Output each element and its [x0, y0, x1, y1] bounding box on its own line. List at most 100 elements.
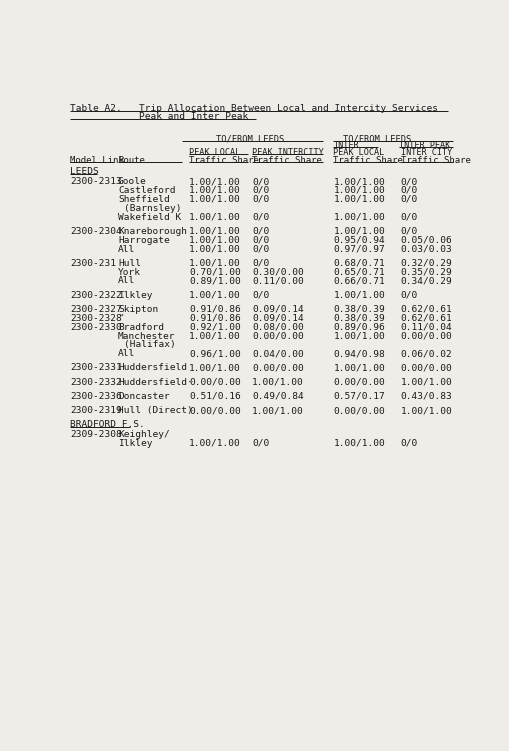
Text: 0.03/0.03: 0.03/0.03 [400, 245, 452, 254]
Text: 0.32/0.29: 0.32/0.29 [400, 259, 452, 268]
Text: 0.09/0.14: 0.09/0.14 [251, 305, 303, 314]
Text: TO/FROM LEEDS: TO/FROM LEEDS [342, 134, 410, 143]
Text: Castleford: Castleford [118, 186, 175, 195]
Text: 0.00/0.00: 0.00/0.00 [333, 406, 384, 415]
Text: 2309-2308: 2309-2308 [70, 430, 122, 439]
Text: 0/0: 0/0 [400, 177, 417, 186]
Text: All: All [118, 349, 135, 358]
Text: 2300-2322: 2300-2322 [70, 291, 122, 300]
Text: 1.00/1.00: 1.00/1.00 [189, 236, 241, 245]
Text: 1.00/1.00: 1.00/1.00 [333, 213, 384, 222]
Text: Skipton: Skipton [118, 305, 158, 314]
Text: Hull: Hull [118, 259, 140, 268]
Text: INTER CITY: INTER CITY [400, 148, 451, 157]
Text: 2300-2331: 2300-2331 [70, 363, 122, 372]
Text: 1.00/1.00: 1.00/1.00 [251, 406, 303, 415]
Text: Route: Route [118, 155, 145, 164]
Text: INTER: INTER [333, 141, 358, 150]
Text: All: All [118, 276, 135, 285]
Text: 0.92/1.00: 0.92/1.00 [189, 323, 241, 332]
Text: 0/0: 0/0 [400, 186, 417, 195]
Text: 0.06/0.02: 0.06/0.02 [400, 349, 452, 358]
Text: 0/0: 0/0 [400, 227, 417, 236]
Text: 0/0: 0/0 [251, 177, 269, 186]
Text: Knareborough: Knareborough [118, 227, 187, 236]
Text: 0/0: 0/0 [251, 259, 269, 268]
Text: 1.00/1.00: 1.00/1.00 [189, 245, 241, 254]
Text: 1.00/1.00: 1.00/1.00 [189, 186, 241, 195]
Text: 0.00/0.00: 0.00/0.00 [189, 378, 241, 387]
Text: 1.00/1.00: 1.00/1.00 [189, 439, 241, 448]
Text: 0.30/0.00: 0.30/0.00 [251, 267, 303, 276]
Text: 2300-2336: 2300-2336 [70, 392, 122, 401]
Text: 0.05/0.06: 0.05/0.06 [400, 236, 452, 245]
Text: 0.08/0.00: 0.08/0.00 [251, 323, 303, 332]
Text: 0.66/0.71: 0.66/0.71 [333, 276, 384, 285]
Text: 1.00/1.00: 1.00/1.00 [333, 363, 384, 372]
Text: TO/FROM LEEDS: TO/FROM LEEDS [215, 134, 284, 143]
Text: 2300-2332: 2300-2332 [70, 378, 122, 387]
Text: BRADFORD F.S.: BRADFORD F.S. [70, 421, 145, 430]
Text: York: York [118, 267, 140, 276]
Text: 1.00/1.00: 1.00/1.00 [189, 363, 241, 372]
Text: (Barnsley): (Barnsley) [124, 204, 181, 213]
Text: 0.00/0.00: 0.00/0.00 [400, 363, 452, 372]
Text: 0.91/0.86: 0.91/0.86 [189, 305, 241, 314]
Text: 2300-2330: 2300-2330 [70, 323, 122, 332]
Text: 0.00/0.00: 0.00/0.00 [333, 378, 384, 387]
Text: Manchester: Manchester [118, 331, 175, 340]
Text: 0.70/1.00: 0.70/1.00 [189, 267, 241, 276]
Text: 0/0: 0/0 [251, 195, 269, 204]
Text: 1.00/1.00: 1.00/1.00 [333, 291, 384, 300]
Text: PEAK LOCAL: PEAK LOCAL [333, 148, 384, 157]
Text: 0.00/0.00: 0.00/0.00 [189, 406, 241, 415]
Text: PEAK LOCAL: PEAK LOCAL [189, 148, 240, 157]
Text: 0/0: 0/0 [251, 186, 269, 195]
Text: 1.00/1.00: 1.00/1.00 [189, 213, 241, 222]
Text: 0/0: 0/0 [400, 291, 417, 300]
Text: 2300-2304: 2300-2304 [70, 227, 122, 236]
Text: Keighley/: Keighley/ [118, 430, 169, 439]
Text: INTER PEAK: INTER PEAK [399, 141, 449, 150]
Text: 1.00/1.00: 1.00/1.00 [333, 331, 384, 340]
Text: Traffic Share: Traffic Share [189, 155, 259, 164]
Text: Table A2.   Trip Allocation Between Local and Intercity Services: Table A2. Trip Allocation Between Local … [70, 104, 437, 113]
Text: ": " [118, 314, 124, 323]
Text: 1.00/1.00: 1.00/1.00 [251, 378, 303, 387]
Text: 0.68/0.71: 0.68/0.71 [333, 259, 384, 268]
Text: 2300-2327: 2300-2327 [70, 305, 122, 314]
Text: 0/0: 0/0 [251, 213, 269, 222]
Text: Huddersfield·: Huddersfield· [118, 378, 192, 387]
Text: 0/0: 0/0 [251, 227, 269, 236]
Text: Huddersfield: Huddersfield [118, 363, 187, 372]
Text: 0.00/0.00: 0.00/0.00 [251, 331, 303, 340]
Text: Traffic Share: Traffic Share [251, 155, 321, 164]
Text: 1.00/1.00: 1.00/1.00 [333, 177, 384, 186]
Text: Ilkley: Ilkley [118, 439, 152, 448]
Text: Sheffield: Sheffield [118, 195, 169, 204]
Text: 0/0: 0/0 [251, 291, 269, 300]
Text: Harrogate: Harrogate [118, 236, 169, 245]
Text: 1.00/1.00: 1.00/1.00 [189, 259, 241, 268]
Text: 0/0: 0/0 [400, 213, 417, 222]
Text: PEAK INTERCITY: PEAK INTERCITY [251, 148, 323, 157]
Text: (Halifax): (Halifax) [124, 340, 176, 349]
Text: Model Link: Model Link [70, 155, 124, 164]
Text: 0.35/0.29: 0.35/0.29 [400, 267, 452, 276]
Text: 0.97/0.97: 0.97/0.97 [333, 245, 384, 254]
Text: 0.94/0.98: 0.94/0.98 [333, 349, 384, 358]
Text: LEEDS: LEEDS [70, 167, 99, 176]
Text: 0/0: 0/0 [251, 439, 269, 448]
Text: 2300-2328: 2300-2328 [70, 314, 122, 323]
Text: Goole: Goole [118, 177, 147, 186]
Text: 0/0: 0/0 [251, 236, 269, 245]
Text: 0.11/0.00: 0.11/0.00 [251, 276, 303, 285]
Text: 1.00/1.00: 1.00/1.00 [333, 439, 384, 448]
Text: 0/0: 0/0 [400, 439, 417, 448]
Text: Hull (Direct): Hull (Direct) [118, 406, 192, 415]
Text: 0.91/0.86: 0.91/0.86 [189, 314, 241, 323]
Text: 1.00/1.00: 1.00/1.00 [189, 227, 241, 236]
Text: 0.65/0.71: 0.65/0.71 [333, 267, 384, 276]
Text: 1.00/1.00: 1.00/1.00 [189, 177, 241, 186]
Text: 0.00/0.00: 0.00/0.00 [400, 331, 452, 340]
